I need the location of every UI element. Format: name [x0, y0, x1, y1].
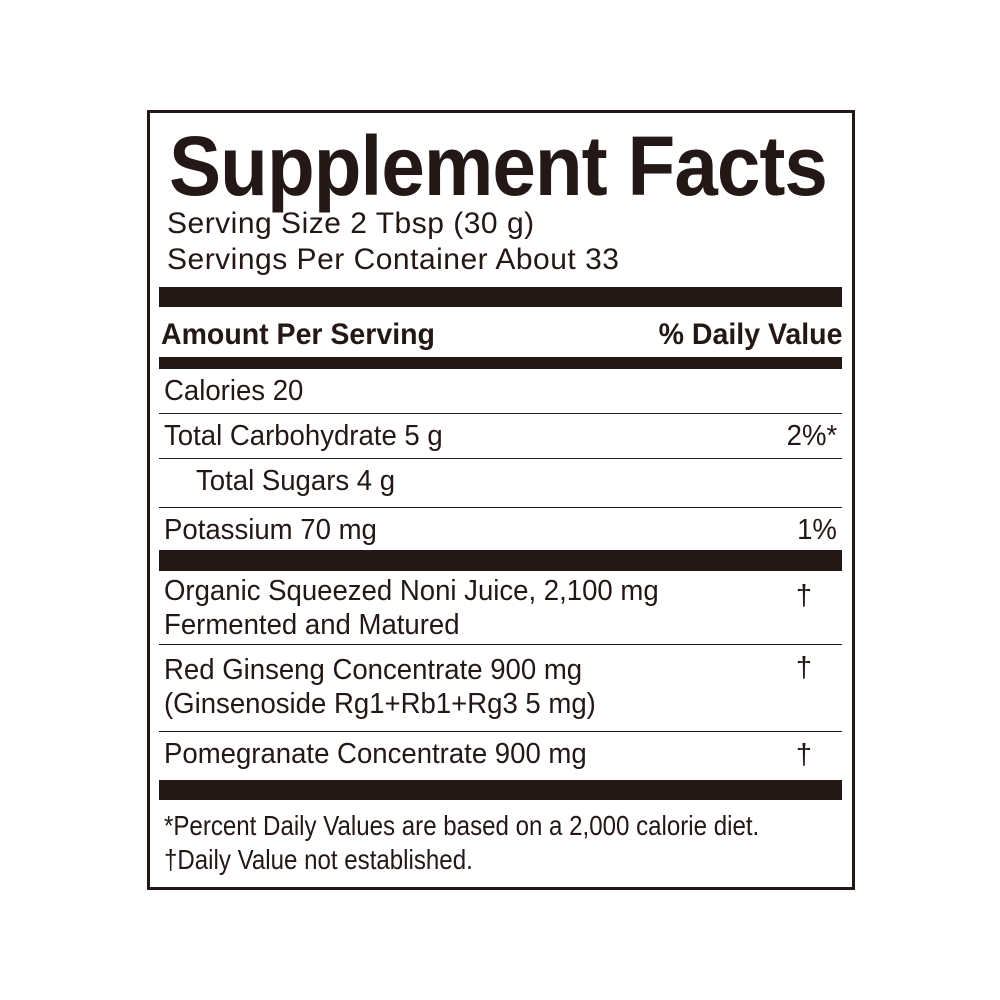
label-content: Supplement Facts Serving Size 2 Tbsp (30… [159, 113, 842, 887]
medium-divider [159, 357, 842, 369]
label-title: Supplement Facts [169, 119, 828, 213]
nutrient-name: Calories 20 [164, 375, 304, 407]
nutrient-dv: 1% [797, 514, 837, 546]
nutrient-row: Total Sugars 4 g [159, 459, 842, 508]
serving-size: Serving Size 2 Tbsp (30 g) [167, 207, 535, 240]
ingredient-detail: Fermented and Matured [164, 609, 460, 641]
nutrient-name: Total Sugars 4 g [196, 465, 396, 497]
thick-divider [159, 550, 842, 571]
nutrient-name: Potassium 70 mg [164, 514, 377, 546]
ingredient-name: Pomegranate Concentrate 900 mg [164, 738, 587, 770]
footnote-daily-values: *Percent Daily Values are based on a 2,0… [164, 810, 760, 841]
nutrient-name: Total Carbohydrate 5 g [164, 420, 443, 452]
amount-per-serving-header: Amount Per Serving [161, 318, 435, 351]
ingredient-detail: (Ginsenoside Rg1+Rb1+Rg3 5 mg) [164, 688, 596, 720]
thick-divider [159, 287, 842, 307]
ingredient-row: Pomegranate Concentrate 900 mg † [159, 732, 842, 780]
column-header: Amount Per Serving % Daily Value [159, 312, 842, 358]
ingredient-row: Organic Squeezed Noni Juice, 2,100 mg Fe… [159, 571, 842, 645]
dagger-mark: † [795, 652, 812, 684]
daily-value-header: % Daily Value [658, 318, 842, 351]
dagger-mark: † [795, 580, 812, 612]
ingredient-name: Red Ginseng Concentrate 900 mg [164, 654, 583, 686]
ingredient-row: Red Ginseng Concentrate 900 mg (Ginsenos… [159, 645, 842, 732]
thick-divider [159, 780, 842, 800]
nutrient-row: Total Carbohydrate 5 g 2%* [159, 414, 842, 459]
nutrient-dv: 2%* [786, 420, 837, 452]
servings-per-container: Servings Per Container About 33 [167, 243, 620, 276]
ingredient-name: Organic Squeezed Noni Juice, 2,100 mg [164, 575, 659, 607]
footnote-dagger: †Daily Value not established. [164, 844, 473, 875]
supplement-facts-label: Supplement Facts Serving Size 2 Tbsp (30… [147, 110, 855, 890]
nutrient-row: Potassium 70 mg 1% [159, 508, 842, 550]
dagger-mark: † [795, 739, 812, 771]
nutrient-row: Calories 20 [159, 369, 842, 414]
